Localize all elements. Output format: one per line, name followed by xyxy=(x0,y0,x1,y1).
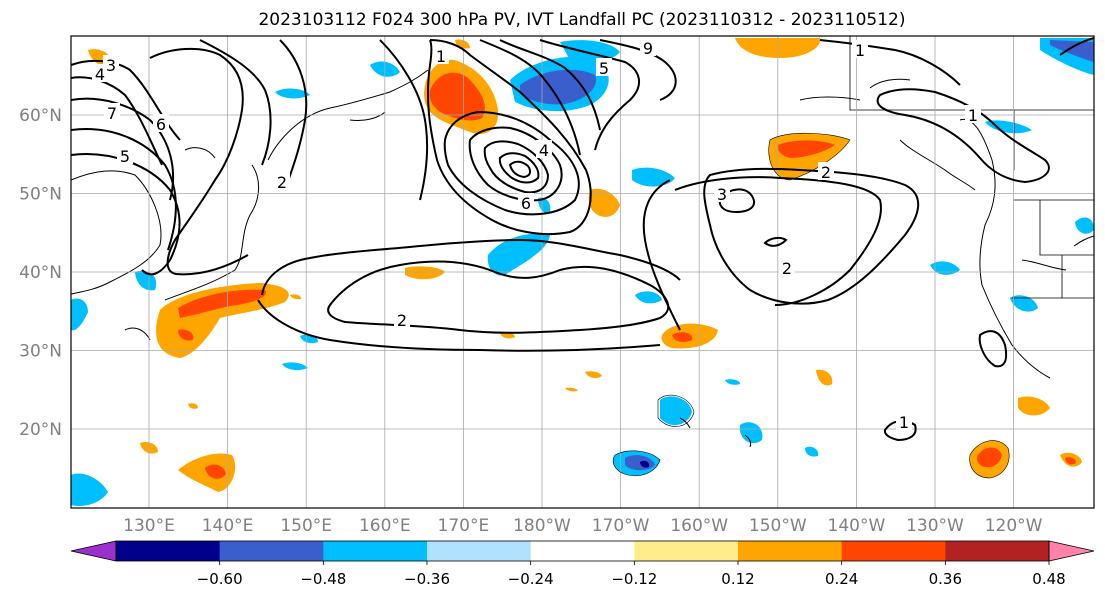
colorbar-bin xyxy=(219,541,324,561)
contour-label: 5 xyxy=(120,147,130,166)
longitude-tick-label: 130°W xyxy=(906,516,964,536)
colorbar-bin xyxy=(945,541,1050,561)
latitude-tick-label: 60°N xyxy=(19,106,62,126)
longitude-tick-label: 140°W xyxy=(828,516,886,536)
contour-label: 3 xyxy=(717,185,727,204)
map-layers: 4 3 7 6 5 2 1 9 5 4 6 1 1 2 xyxy=(71,36,1094,508)
contour-label: 4 xyxy=(539,141,549,160)
contour-label: 3 xyxy=(106,56,116,75)
colorbar-bin xyxy=(738,541,843,561)
colorbar-under-arrow xyxy=(70,540,117,562)
contour-label: 9 xyxy=(643,39,653,58)
longitude-tick-label: 160°W xyxy=(670,516,728,536)
contour-label: 4 xyxy=(95,65,105,84)
colorbar-tick-label: −0.48 xyxy=(300,570,346,588)
contour-label: 1 xyxy=(968,106,978,125)
colorbar-tick-label: −0.24 xyxy=(508,570,554,588)
contour-label: 1 xyxy=(899,413,909,432)
colorbar-bin xyxy=(323,541,428,561)
pv-contours xyxy=(71,37,1094,442)
colorbar-tick-label: −0.60 xyxy=(197,570,243,588)
colorbar-tick-label: 0.24 xyxy=(825,570,858,588)
contour-label: 5 xyxy=(599,59,609,78)
contour-label: 7 xyxy=(107,104,117,123)
longitude-tick-label: 170°E xyxy=(438,516,490,536)
longitude-tick-label: 150°W xyxy=(749,516,807,536)
latitude-tick-label: 50°N xyxy=(19,185,62,205)
colorbar-tick-label: 0.36 xyxy=(929,570,962,588)
latitude-tick-label: 30°N xyxy=(19,342,62,362)
longitude-tick-label: 170°W xyxy=(592,516,650,536)
longitude-tick-label: 130°E xyxy=(123,516,175,536)
colorbar-bin xyxy=(427,541,532,561)
contour-label: 2 xyxy=(277,173,287,192)
longitude-tick-label: 180°W xyxy=(513,516,571,536)
contour-label: 2 xyxy=(397,311,407,330)
contour-label: 6 xyxy=(156,115,166,134)
contour-label: 2 xyxy=(821,163,831,182)
colorbar-tick-label: 0.48 xyxy=(1032,570,1065,588)
longitude-tick-label: 160°E xyxy=(359,516,411,536)
ivt-pc-positive-shading xyxy=(88,38,1082,492)
longitude-axis: 130°E 140°E 150°E 160°E 170°E 180°W 170°W 160°W… xyxy=(123,516,1043,536)
colorbar-bin xyxy=(841,541,946,561)
contour-label: 1 xyxy=(855,41,865,60)
colorbar-tick-label: −0.36 xyxy=(404,570,450,588)
contour-label: 1 xyxy=(436,47,446,66)
colorbar-bin xyxy=(530,541,635,561)
longitude-tick-label: 140°E xyxy=(202,516,254,536)
longitude-tick-label: 120°W xyxy=(985,516,1043,536)
colorbar-bin xyxy=(634,541,739,561)
map-frame xyxy=(70,35,1095,509)
latitude-axis: 20°N 30°N 40°N 50°N 60°N xyxy=(19,106,62,440)
figure-title: 2023103112 F024 300 hPa PV, IVT Landfall… xyxy=(258,10,905,30)
contour-label: 6 xyxy=(521,194,531,213)
longitude-tick-label: 150°E xyxy=(280,516,332,536)
colorbar-tick-label: −0.12 xyxy=(611,570,657,588)
contour-label: 2 xyxy=(782,259,792,278)
latitude-tick-label: 20°N xyxy=(19,420,62,440)
colorbar-outline xyxy=(115,540,1050,562)
colorbar: −0.60 −0.48 −0.36 −0.24 −0.12 0.12 0.24 0.36 0.4… xyxy=(70,540,1095,588)
latitude-tick-label: 40°N xyxy=(19,263,62,283)
colorbar-tick-label: 0.12 xyxy=(721,570,754,588)
colorbar-bin xyxy=(116,541,221,561)
colorbar-over-arrow xyxy=(1048,540,1095,562)
contour-labels: 4 3 7 6 5 2 1 9 5 4 6 1 1 2 xyxy=(92,38,981,432)
